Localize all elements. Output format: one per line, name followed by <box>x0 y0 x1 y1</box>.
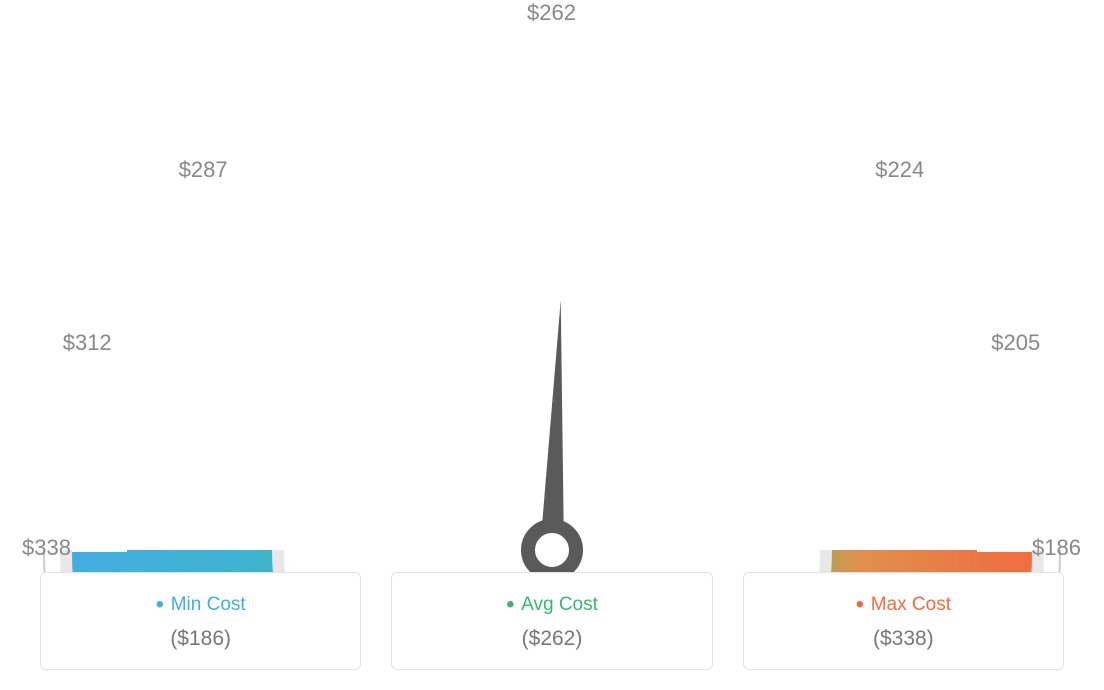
legend-min-value: ($186) <box>51 627 350 651</box>
gauge-tick-minor <box>667 86 676 120</box>
gauge-tick-label: $287 <box>179 157 228 183</box>
gauge-tick-minor <box>993 487 1028 492</box>
gauge-tick-minor <box>982 426 1016 435</box>
legend-max-label: Max Cost <box>754 591 1053 619</box>
legend-max-value: ($338) <box>754 627 1053 651</box>
gauge-tick-label: $224 <box>875 157 924 183</box>
gauge-tick-minor <box>775 134 793 164</box>
legend-avg-value: ($262) <box>402 627 701 651</box>
gauge-tick-label: $205 <box>991 330 1040 356</box>
gauge-needle-hub <box>528 526 576 574</box>
gauge-needle <box>540 300 564 550</box>
gauge-chart: $186 $205 $224 $262 $287 $312 $338 <box>0 0 1104 560</box>
gauge-tick-major <box>109 366 160 387</box>
gauge-svg <box>0 20 1104 580</box>
gauge-tick-minor <box>76 487 111 492</box>
legend-card-max: Max Cost ($338) <box>743 572 1064 670</box>
gauge-tick-minor <box>312 134 330 164</box>
legend-avg-label: Avg Cost <box>402 591 701 619</box>
gauge-tick-major <box>945 366 996 387</box>
gauge-tick-label: $186 <box>1032 535 1081 561</box>
gauge-tick-major <box>853 211 892 250</box>
legend-row: Min Cost ($186) Avg Cost ($262) Max Cost… <box>0 572 1104 670</box>
gauge-tick-minor <box>937 310 967 328</box>
gauge-tick-minor <box>88 426 122 435</box>
legend-card-min: Min Cost ($186) <box>40 572 361 670</box>
gauge-tick-minor <box>905 258 933 279</box>
gauge-tick-label: $312 <box>63 330 112 356</box>
gauge-tick-minor <box>171 258 199 279</box>
gauge-tick-minor <box>136 310 166 328</box>
gauge-tick-label: $338 <box>22 535 71 561</box>
legend-card-avg: Avg Cost ($262) <box>391 572 712 670</box>
gauge-tick-minor <box>428 86 437 120</box>
gauge-tick-label: $262 <box>527 0 576 26</box>
gauge-tick-major <box>213 211 252 250</box>
legend-min-label: Min Cost <box>51 591 350 619</box>
